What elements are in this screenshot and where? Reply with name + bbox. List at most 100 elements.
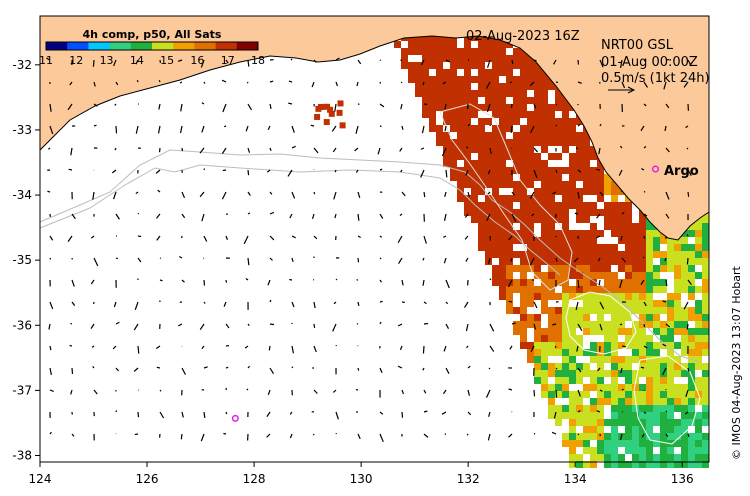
sst-pixel xyxy=(485,237,492,244)
sst-pixel xyxy=(667,237,674,244)
eddy-contour-south xyxy=(633,355,701,445)
sst-pixel xyxy=(415,62,422,69)
current-vector xyxy=(466,146,469,149)
sst-pixel xyxy=(660,258,667,265)
sst-pixel xyxy=(604,461,611,468)
sst-pixel xyxy=(569,454,576,461)
sst-pixel xyxy=(590,377,597,384)
sst-pixel xyxy=(674,279,681,286)
sst-pixel xyxy=(464,48,471,55)
current-vector xyxy=(598,147,601,155)
sst-pixel xyxy=(583,139,590,146)
current-vector xyxy=(244,345,249,349)
current-vector xyxy=(508,300,513,303)
sst-pixel xyxy=(555,237,562,244)
current-vector xyxy=(112,191,117,200)
sst-pixel xyxy=(618,363,625,370)
sst-pixel xyxy=(443,69,450,76)
sst-pixel xyxy=(506,307,513,314)
sst-pixel xyxy=(695,314,702,321)
current-vector xyxy=(288,80,293,83)
sst-pixel xyxy=(583,405,590,412)
current-vector xyxy=(201,102,205,105)
sst-pixel xyxy=(695,244,702,251)
sst-pixel xyxy=(471,125,478,132)
sst-pixel xyxy=(499,167,506,174)
sst-pixel xyxy=(639,328,646,335)
current-vector xyxy=(357,235,361,239)
sst-pixel xyxy=(681,328,688,335)
sst-pixel xyxy=(499,41,506,48)
sst-pixel xyxy=(520,55,527,62)
sst-pixel xyxy=(534,244,541,251)
current-vector xyxy=(533,103,537,109)
sst-pixel xyxy=(695,223,702,230)
sst-pixel xyxy=(674,419,681,426)
sst-pixel xyxy=(562,356,569,363)
sst-pixel xyxy=(478,34,485,41)
current-vector xyxy=(577,123,581,127)
sst-pixel xyxy=(681,454,688,461)
current-vector xyxy=(643,59,646,62)
current-vector xyxy=(201,125,205,133)
current-vector xyxy=(291,191,296,199)
sst-pixel xyxy=(611,279,618,286)
sst-pixel xyxy=(653,307,660,314)
sst-pixel xyxy=(702,363,709,370)
sst-pixel xyxy=(450,160,457,167)
sst-pixel xyxy=(569,251,576,258)
sst-pixel xyxy=(611,293,618,300)
sst-pixel xyxy=(597,307,604,314)
sst-pixel xyxy=(597,174,604,181)
sst-pixel xyxy=(702,342,709,349)
sst-pixel xyxy=(583,244,590,251)
sst-pixel xyxy=(457,118,464,125)
sst-pixel xyxy=(499,237,506,244)
sst-pixel xyxy=(590,279,597,286)
current-vector xyxy=(533,323,537,330)
sst-pixel xyxy=(569,230,576,237)
sst-pixel xyxy=(520,335,527,342)
current-vector xyxy=(92,191,95,200)
sst-pixel xyxy=(513,279,520,286)
sst-pixel xyxy=(604,223,611,230)
current-vector xyxy=(621,211,625,215)
current-vector xyxy=(511,191,515,196)
sst-pixel xyxy=(646,251,653,258)
sst-pixel xyxy=(597,328,604,335)
sst-pixel xyxy=(520,307,527,314)
sst-pixel xyxy=(520,69,527,76)
current-vector xyxy=(467,123,471,127)
sst-pixel xyxy=(429,41,436,48)
current-vector xyxy=(577,279,580,289)
current-vector xyxy=(533,389,536,397)
current-vector xyxy=(687,279,692,286)
current-vector xyxy=(485,81,491,89)
sst-pixel xyxy=(485,174,492,181)
current-vector xyxy=(289,278,293,281)
sst-pixel xyxy=(520,125,527,132)
sst-pixel xyxy=(639,216,646,223)
current-vector xyxy=(467,411,472,416)
sst-pixel xyxy=(485,209,492,216)
current-vector xyxy=(334,103,337,112)
current-vector xyxy=(445,367,450,374)
sst-pixel xyxy=(534,377,541,384)
sst-pixel xyxy=(597,195,604,202)
sst-pixel xyxy=(415,83,422,90)
sst-pixel xyxy=(576,419,583,426)
colorbar-label: 14 xyxy=(130,54,144,67)
sst-pixel xyxy=(506,230,513,237)
sst-pixel xyxy=(527,202,534,209)
sst-pixel xyxy=(478,104,485,111)
sst-pixel xyxy=(702,293,709,300)
sst-pixel xyxy=(695,426,702,433)
sst-pixel xyxy=(695,447,702,454)
sst-pixel xyxy=(499,258,506,265)
sst-pixel xyxy=(499,265,506,272)
sst-pixel xyxy=(555,293,562,300)
current-vector xyxy=(599,323,603,331)
current-vector xyxy=(247,147,251,153)
sst-pixel xyxy=(660,328,667,335)
current-vector xyxy=(400,81,403,84)
